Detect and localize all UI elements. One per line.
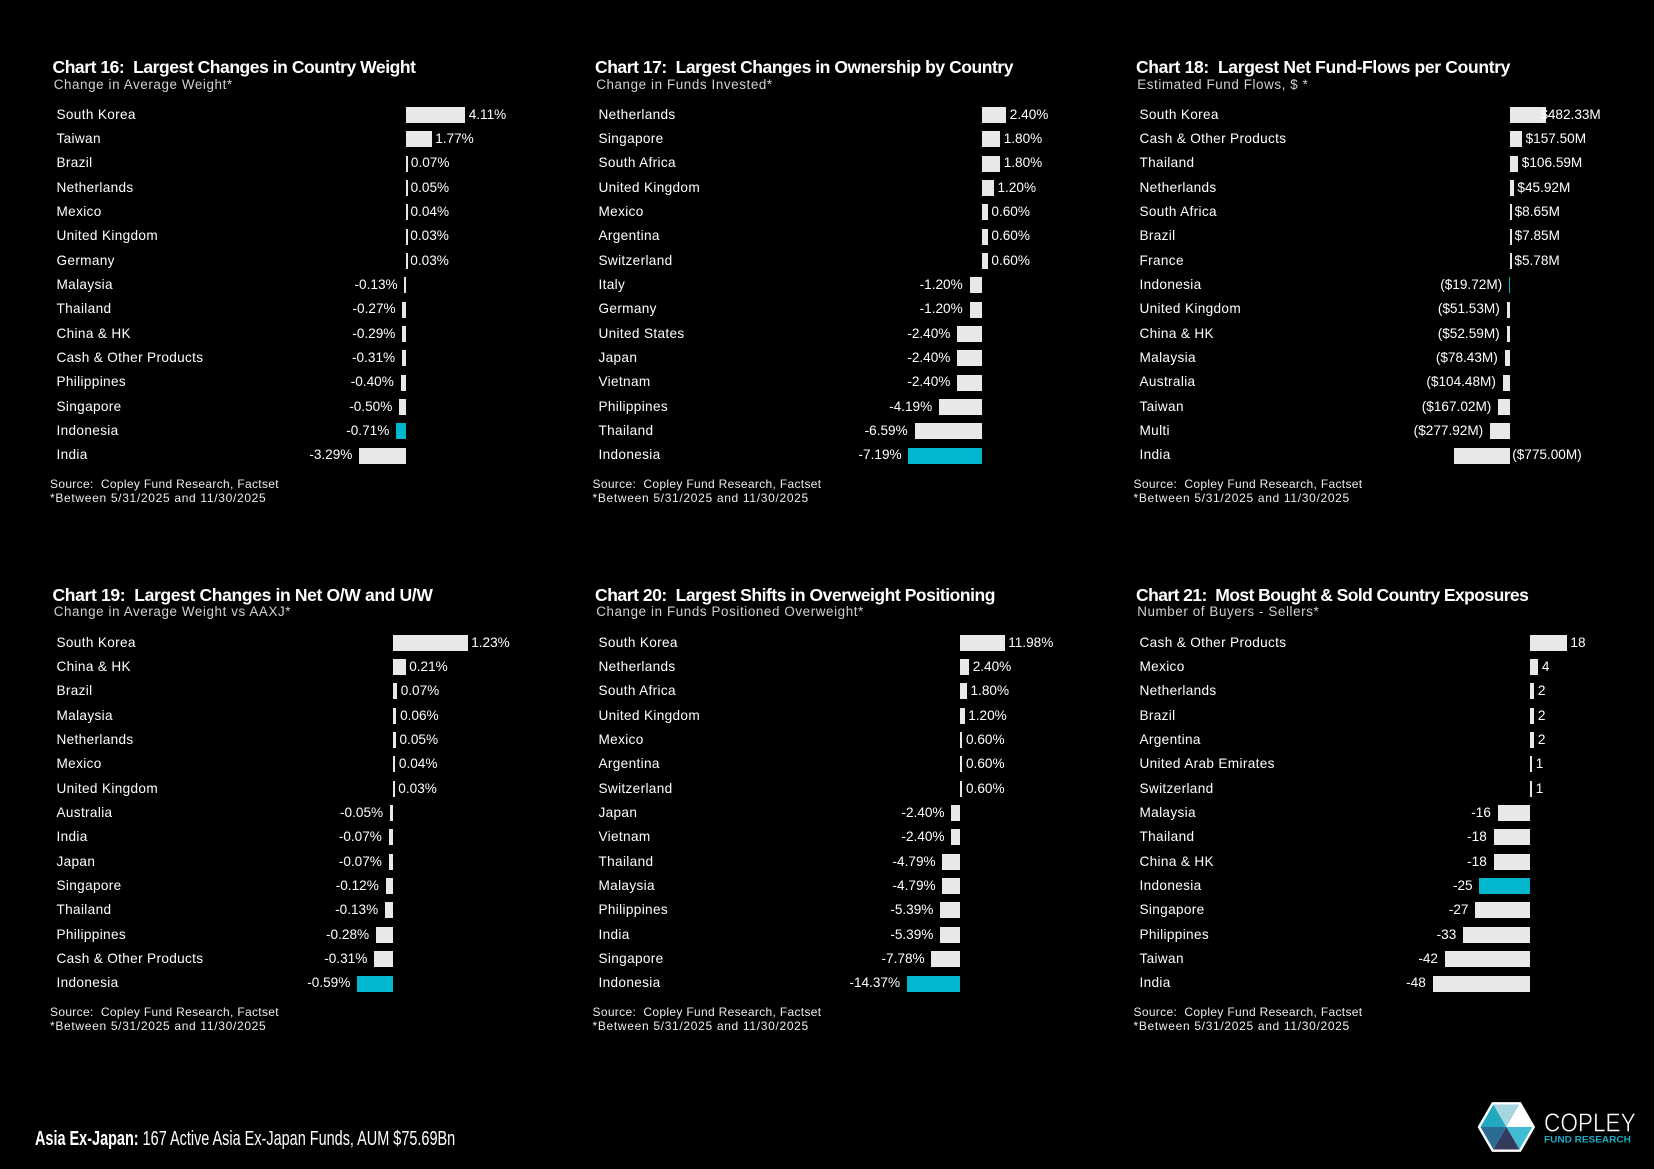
- svg-text:FUND RESEARCH: FUND RESEARCH: [1544, 1134, 1631, 1144]
- svg-text:COPLEY: COPLEY: [1544, 1109, 1636, 1137]
